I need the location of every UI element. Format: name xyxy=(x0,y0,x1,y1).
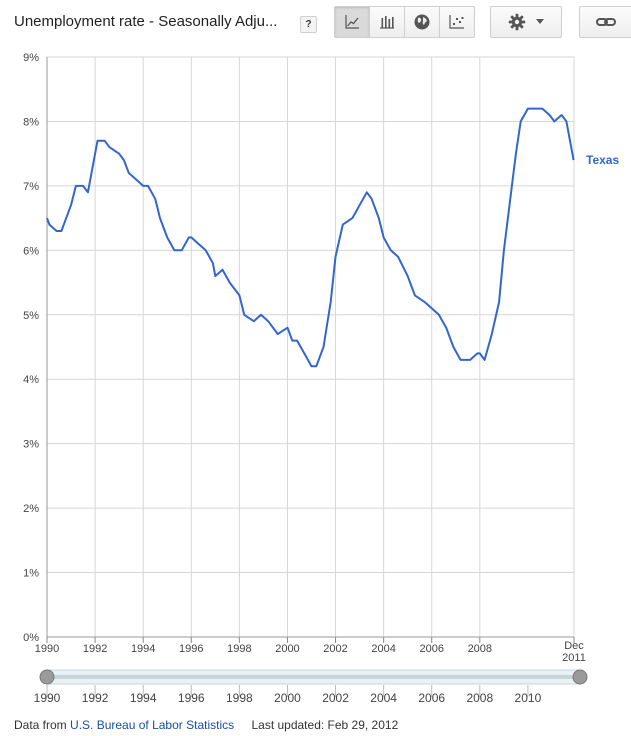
slider-label: 2000 xyxy=(274,691,301,705)
x-tick-label: 1992 xyxy=(83,643,107,655)
y-tick-label: 1% xyxy=(23,568,39,580)
y-tick-label: 7% xyxy=(23,181,39,193)
scatter-chart-button[interactable] xyxy=(440,7,474,37)
bar-chart-button[interactable] xyxy=(370,7,405,37)
footer: Data from U.S. Bureau of Labor Statistic… xyxy=(14,718,398,732)
data-source-prefix: Data from xyxy=(14,718,67,732)
y-tick-label: 9% xyxy=(23,52,39,64)
link-button[interactable] xyxy=(579,6,631,38)
chart-title: Unemployment rate - Seasonally Adju... xyxy=(14,13,278,30)
slider-label: 2008 xyxy=(466,691,493,705)
last-updated: Last updated: Feb 29, 2012 xyxy=(251,718,399,732)
slider-label: 1992 xyxy=(82,691,109,705)
x-tick-label: 2008 xyxy=(468,643,492,655)
x-tick-label: 2006 xyxy=(419,643,443,655)
y-tick-label: 6% xyxy=(23,245,39,257)
scatter-chart-icon xyxy=(449,15,464,29)
map-view-button[interactable] xyxy=(405,7,440,37)
bar-chart-icon xyxy=(380,16,394,29)
line-chart: 0% 1% 2% 3% 4% 5% 6% 7% 8% 9% 1990 1992 1994 1996 1998… xyxy=(23,52,619,705)
y-tick-label: 3% xyxy=(23,439,39,451)
x-end-label: Dec xyxy=(564,640,584,652)
y-tick-label: 8% xyxy=(23,116,39,128)
series-label: Texas xyxy=(586,153,619,167)
y-tick-label: 2% xyxy=(23,503,39,515)
slider-label: 1994 xyxy=(130,691,157,705)
x-end-label: 2011 xyxy=(562,652,586,664)
series-line-texas xyxy=(46,107,575,368)
x-tick-label: 1994 xyxy=(131,643,155,655)
chevron-down-icon xyxy=(536,19,544,24)
x-tick-label: 2000 xyxy=(275,643,299,655)
y-tick-label: 5% xyxy=(23,310,39,322)
line-chart-button[interactable] xyxy=(335,7,370,37)
chart-header: Unemployment rate - Seasonally Adju... ? xyxy=(0,0,631,42)
slider-label: 2010 xyxy=(515,691,542,705)
gear-icon xyxy=(508,13,526,31)
slider-label: 2004 xyxy=(370,691,397,705)
range-slider-band xyxy=(47,675,580,679)
y-tick-label: 0% xyxy=(23,632,39,644)
x-tick-label: 2002 xyxy=(323,643,347,655)
plot-area xyxy=(47,57,574,637)
slider-label: 2002 xyxy=(322,691,349,705)
settings-button[interactable] xyxy=(490,6,562,38)
x-tick-label: 2004 xyxy=(371,643,395,655)
data-source-link[interactable]: U.S. Bureau of Labor Statistics xyxy=(70,718,235,732)
slider-label: 2006 xyxy=(418,691,445,705)
slider-label: 1990 xyxy=(34,691,61,705)
link-icon xyxy=(596,18,616,26)
chart-type-toolbar xyxy=(334,6,475,38)
line-chart-icon xyxy=(345,15,359,29)
slider-label: 1998 xyxy=(226,691,253,705)
map-globe-icon xyxy=(414,14,430,30)
y-tick-label: 4% xyxy=(23,374,39,386)
x-tick-label: 1996 xyxy=(179,643,203,655)
x-tick-label: 1990 xyxy=(35,643,59,655)
range-slider-right-handle[interactable] xyxy=(572,669,588,685)
help-button[interactable]: ? xyxy=(300,16,317,33)
slider-label: 1996 xyxy=(178,691,205,705)
range-slider-left-handle[interactable] xyxy=(39,669,55,685)
x-tick-label: 1998 xyxy=(227,643,251,655)
